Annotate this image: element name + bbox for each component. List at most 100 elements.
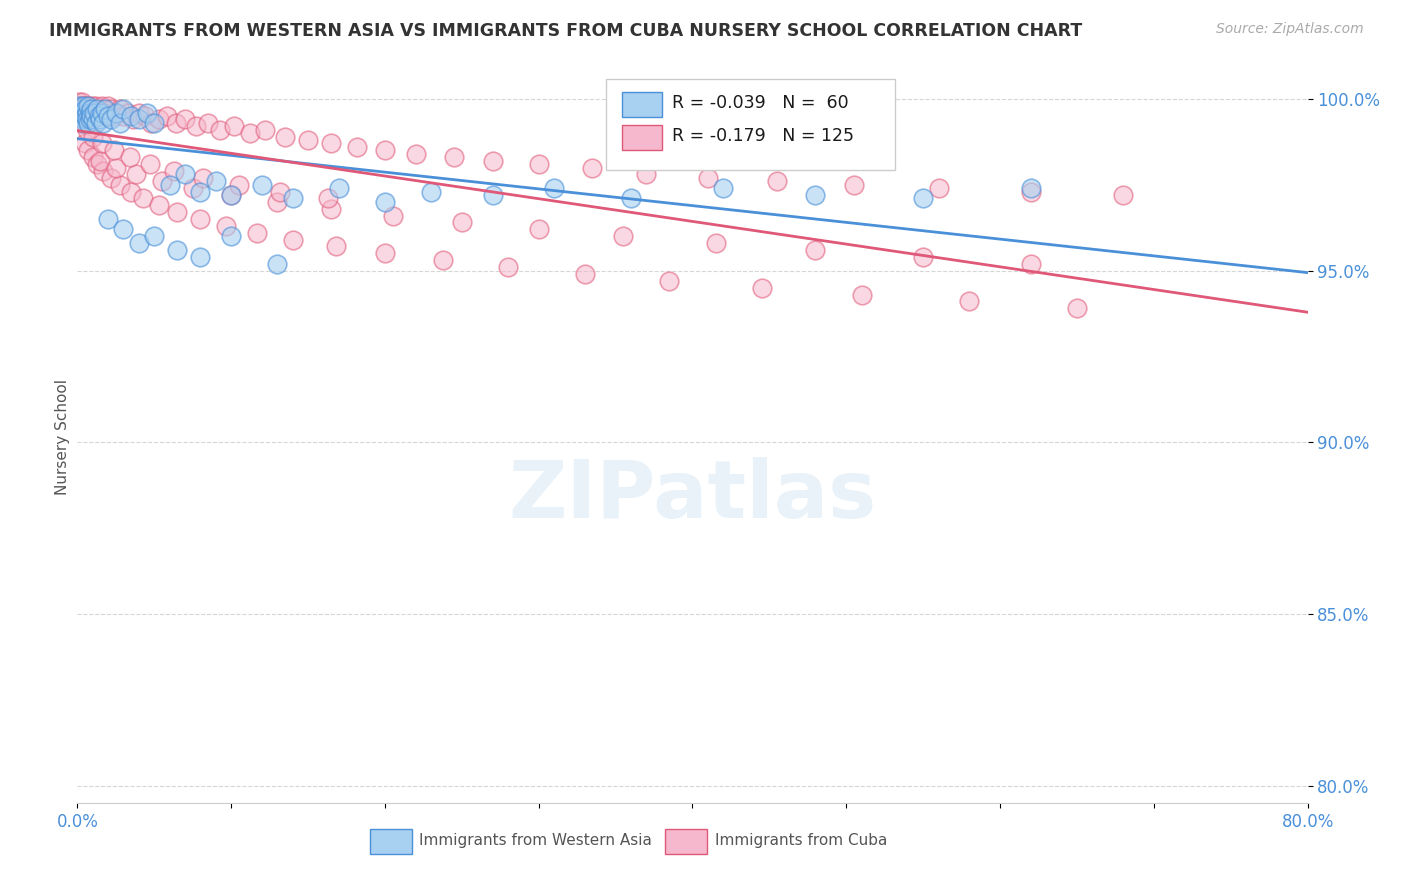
Point	[804, 243, 827, 257]
Point	[204, 174, 226, 188]
Point	[72, 116, 94, 130]
Point	[138, 157, 160, 171]
Point	[82, 112, 104, 127]
Point	[143, 116, 166, 130]
Point	[481, 188, 503, 202]
Point	[148, 112, 170, 127]
Point	[83, 102, 105, 116]
Point	[87, 102, 110, 116]
Point	[581, 161, 603, 175]
Point	[711, 181, 734, 195]
Point	[134, 109, 156, 123]
Point	[612, 229, 634, 244]
Point	[253, 122, 276, 136]
Text: Source: ZipAtlas.com: Source: ZipAtlas.com	[1216, 22, 1364, 37]
Point	[159, 178, 181, 192]
Point	[79, 98, 101, 112]
Point	[957, 294, 980, 309]
Point	[374, 246, 396, 260]
Point	[328, 181, 350, 195]
Point	[86, 102, 108, 116]
Point	[543, 181, 565, 195]
Point	[751, 281, 773, 295]
Point	[73, 102, 96, 116]
FancyBboxPatch shape	[623, 125, 662, 150]
Point	[224, 120, 246, 134]
Point	[128, 235, 150, 250]
Point	[928, 181, 950, 195]
Point	[319, 136, 342, 151]
Point	[83, 105, 105, 120]
Point	[239, 126, 262, 140]
Point	[166, 243, 188, 257]
Point	[80, 102, 103, 116]
Point	[73, 109, 96, 123]
Point	[219, 188, 242, 202]
Point	[658, 274, 681, 288]
Point	[87, 109, 110, 123]
Point	[104, 105, 127, 120]
Point	[89, 112, 111, 127]
Point	[76, 105, 98, 120]
Point	[112, 102, 135, 116]
Point	[89, 109, 111, 123]
Point	[93, 116, 115, 130]
Point	[148, 198, 170, 212]
Point	[405, 146, 427, 161]
Point	[100, 102, 122, 116]
Point	[72, 109, 94, 123]
Y-axis label: Nursery School: Nursery School	[55, 379, 70, 495]
Point	[97, 109, 120, 123]
Point	[76, 122, 98, 136]
Point	[73, 102, 96, 116]
Point	[82, 129, 104, 144]
Point	[117, 105, 139, 120]
Point	[527, 157, 550, 171]
Point	[188, 250, 212, 264]
Point	[72, 98, 94, 112]
Point	[98, 105, 121, 120]
Point	[76, 98, 98, 112]
Point	[80, 109, 103, 123]
Point	[77, 109, 100, 123]
Point	[125, 167, 148, 181]
Point	[1112, 188, 1135, 202]
Point	[188, 185, 212, 199]
Point	[76, 112, 98, 127]
Point	[266, 257, 288, 271]
Point	[103, 109, 125, 123]
Point	[155, 109, 177, 123]
Point	[118, 150, 141, 164]
Point	[69, 98, 91, 112]
Text: ZIPatlas: ZIPatlas	[509, 457, 876, 534]
Point	[432, 253, 454, 268]
Point	[70, 116, 93, 130]
Point	[1019, 181, 1042, 195]
Point	[420, 185, 443, 199]
Point	[209, 122, 232, 136]
Point	[450, 215, 472, 229]
Point	[90, 105, 114, 120]
Point	[110, 102, 132, 116]
Point	[69, 109, 91, 123]
FancyBboxPatch shape	[665, 830, 707, 854]
Point	[93, 105, 115, 120]
Point	[110, 178, 132, 192]
Point	[94, 102, 117, 116]
Point	[100, 170, 122, 185]
Point	[90, 136, 114, 151]
Point	[215, 219, 238, 233]
Point	[73, 98, 96, 112]
Point	[93, 164, 115, 178]
Point	[174, 112, 197, 127]
Point	[94, 102, 117, 116]
Point	[1019, 257, 1042, 271]
Point	[496, 260, 519, 274]
Point	[128, 112, 150, 127]
Point	[76, 105, 98, 120]
Point	[82, 150, 104, 164]
Point	[374, 144, 396, 158]
Point	[120, 109, 142, 123]
Point	[325, 239, 347, 253]
Point	[70, 105, 93, 120]
